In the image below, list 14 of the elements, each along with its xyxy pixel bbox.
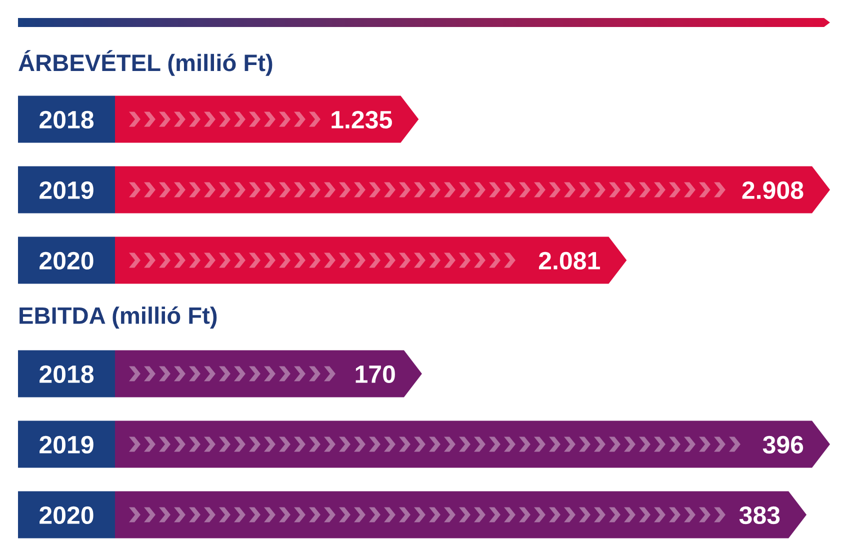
data-label: 383: [739, 506, 780, 524]
y-tick-label: 2018: [40, 365, 94, 384]
data-label: 1.235: [332, 110, 392, 129]
chart-title: EBITDA (millió Ft): [20, 306, 217, 329]
data-label: 170: [356, 365, 395, 384]
y-tick-label: 2020: [40, 252, 94, 270]
y-tick-label: 2018: [40, 110, 94, 129]
y-tick-label: 2020: [40, 506, 94, 524]
data-label: 396: [762, 436, 804, 454]
y-tick-label: 2019: [40, 436, 94, 454]
chart-title: ÁRBEVÉTEL (millió Ft): [18, 50, 272, 76]
data-label: 2.908: [742, 181, 804, 200]
y-tick-label: 2019: [40, 181, 94, 200]
data-label: 2.081: [538, 252, 600, 270]
